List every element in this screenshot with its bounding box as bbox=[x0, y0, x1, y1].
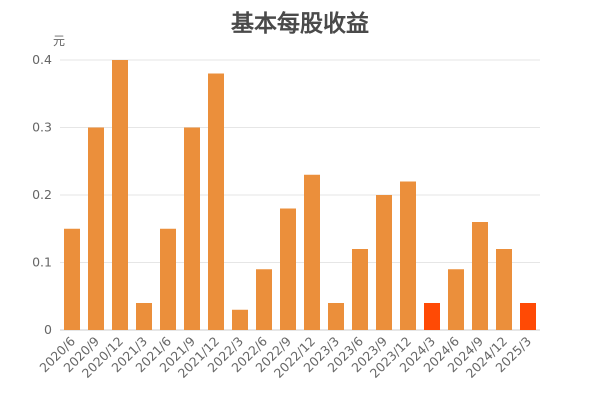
bar-2024-3 bbox=[424, 303, 440, 330]
bar-2021-9 bbox=[184, 127, 200, 330]
y-tick-label: 0 bbox=[44, 322, 52, 337]
bar-2022-12 bbox=[304, 174, 320, 330]
chart-title: 基本每股收益 bbox=[231, 11, 369, 37]
y-tick-label: 0.3 bbox=[32, 120, 52, 135]
bar-2022-3 bbox=[232, 309, 248, 330]
y-tick-label: 0.4 bbox=[32, 52, 52, 67]
y-tick-label: 0.1 bbox=[32, 255, 52, 270]
bar-2021-3 bbox=[136, 303, 152, 330]
bar-2022-6 bbox=[256, 269, 272, 330]
y-tick-label: 0.2 bbox=[32, 187, 52, 202]
bar-2023-12 bbox=[400, 181, 416, 330]
bar-2020-12 bbox=[112, 60, 128, 330]
bar-2023-9 bbox=[376, 195, 392, 330]
bar-2023-3 bbox=[328, 303, 344, 330]
bar-2024-6 bbox=[448, 269, 464, 330]
bar-2024-9 bbox=[472, 222, 488, 330]
bar-2020-9 bbox=[88, 127, 104, 330]
bar-2021-12 bbox=[208, 73, 224, 330]
bar-2020-6 bbox=[64, 228, 80, 330]
bar-2021-6 bbox=[160, 228, 176, 330]
y-axis-unit: 元 bbox=[53, 34, 66, 48]
bar-2024-12 bbox=[496, 249, 512, 330]
bar-2023-6 bbox=[352, 249, 368, 330]
bar-2025-3 bbox=[520, 303, 536, 330]
bar-2022-9 bbox=[280, 208, 296, 330]
